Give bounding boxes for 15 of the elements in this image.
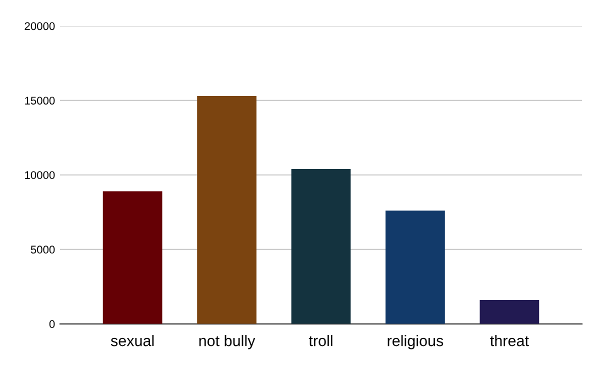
x-tick-label: sexual (110, 334, 154, 346)
bar (386, 210, 445, 324)
bar (102, 191, 162, 324)
x-tick-label: not bully (199, 334, 256, 350)
x-tick-label: troll (308, 334, 332, 346)
x-tick-label: religious (388, 334, 444, 350)
y-tick-label: 15000 (25, 96, 55, 105)
bar (197, 96, 256, 324)
x-tick-label: threat (490, 334, 529, 346)
y-tick-label: 5000 (30, 246, 55, 254)
bar (291, 168, 351, 324)
y-tick-label: 0 (49, 320, 55, 328)
y-tick-label: 20000 (24, 22, 55, 30)
y-tick-label: 10000 (25, 171, 55, 180)
bar (480, 300, 540, 324)
